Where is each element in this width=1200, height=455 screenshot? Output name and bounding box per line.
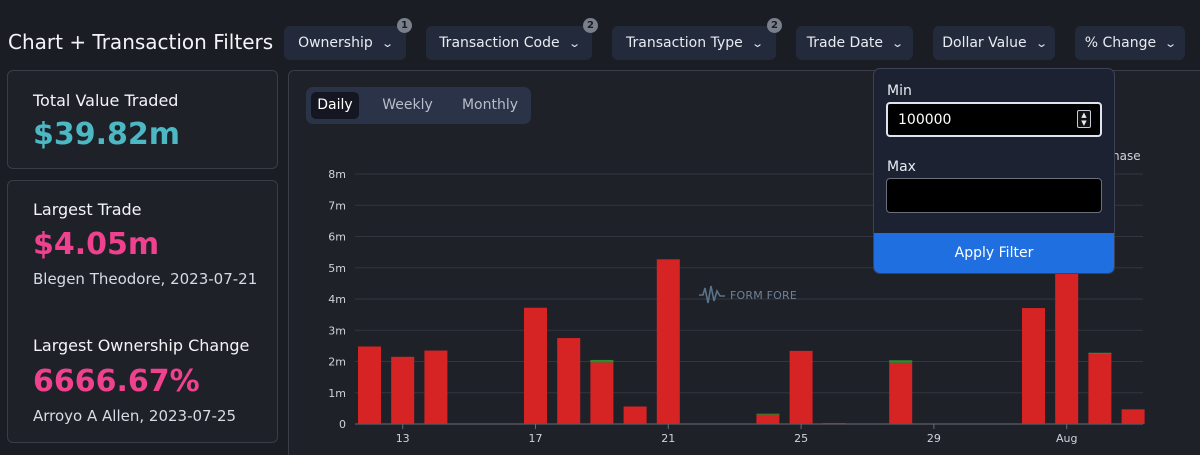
sale-bar bbox=[1088, 354, 1112, 424]
dollar-value-filter-button[interactable]: Dollar Value ⌄ bbox=[933, 26, 1055, 60]
min-label: Min bbox=[887, 83, 912, 99]
purchase-bar bbox=[1088, 352, 1112, 354]
filter-label: Dollar Value bbox=[942, 35, 1027, 51]
largest-ownership-detail: Arroyo A Allen, 2023-07-25 bbox=[33, 407, 237, 425]
x-tick-label: 21 bbox=[661, 432, 675, 445]
ownership-filter-button[interactable]: Ownership ⌄ 1 bbox=[284, 18, 412, 60]
total-value-amount: $39.82m bbox=[33, 117, 181, 152]
filter-count-badge: 2 bbox=[583, 18, 598, 33]
filter-label: Ownership bbox=[298, 35, 373, 51]
filter-count-badge: 2 bbox=[767, 18, 782, 33]
sale-bar bbox=[756, 414, 780, 424]
page-title: Chart + Transaction Filters bbox=[8, 30, 274, 54]
total-value-label: Total Value Traded bbox=[33, 91, 179, 110]
sale-bar bbox=[358, 346, 381, 424]
sale-bar bbox=[623, 406, 647, 424]
purchase-bar bbox=[590, 359, 614, 363]
total-value-card: Total Value Traded $39.82m bbox=[7, 70, 278, 169]
x-tick-label: 25 bbox=[794, 432, 808, 445]
watermark-text: FORM FORE bbox=[730, 288, 797, 302]
apply-filter-button[interactable]: Apply Filter bbox=[874, 233, 1114, 273]
chevron-down-icon: ⌄ bbox=[567, 36, 581, 50]
x-tick-label: 17 bbox=[529, 432, 543, 445]
sale-bar bbox=[1055, 274, 1079, 424]
y-tick-label: 6m bbox=[328, 231, 346, 244]
period-weekly-tab[interactable]: Weekly bbox=[382, 97, 433, 113]
x-tick-label: Aug bbox=[1056, 432, 1077, 445]
sale-bar bbox=[822, 423, 846, 425]
sale-bar bbox=[1022, 308, 1045, 424]
chevron-down-icon: ⌄ bbox=[891, 36, 905, 50]
y-tick-label: 5m bbox=[328, 262, 346, 275]
largest-trade-detail: Blegen Theodore, 2023-07-21 bbox=[33, 270, 258, 288]
filter-label: Transaction Code bbox=[439, 35, 560, 51]
chevron-down-icon: ⌄ bbox=[1164, 36, 1178, 50]
percent-change-filter-button[interactable]: % Change ⌄ bbox=[1075, 26, 1185, 60]
y-tick-label: 0 bbox=[339, 418, 346, 431]
filter-count-badge: 1 bbox=[397, 18, 412, 33]
sale-bar bbox=[656, 259, 680, 424]
y-tick-label: 3m bbox=[328, 324, 346, 337]
transaction-type-filter-button[interactable]: Transaction Type ⌄ 2 bbox=[612, 18, 782, 60]
largest-ownership-amount: 6666.67% bbox=[33, 364, 200, 399]
sale-bar bbox=[889, 362, 913, 424]
purchase-bar bbox=[889, 360, 913, 363]
trade-date-filter-button[interactable]: Trade Date ⌄ bbox=[796, 26, 913, 60]
min-value-input[interactable] bbox=[886, 102, 1102, 137]
sale-bar bbox=[789, 350, 813, 424]
largest-ownership-label: Largest Ownership Change bbox=[33, 336, 250, 355]
y-tick-label: 2m bbox=[328, 356, 346, 369]
sale-bar bbox=[1121, 409, 1145, 424]
watermark: FORM FORE bbox=[698, 283, 797, 307]
form-fore-logo-icon bbox=[699, 285, 725, 304]
legend-purchase-label: hase bbox=[1112, 149, 1141, 163]
chevron-down-icon: ⌄ bbox=[380, 36, 394, 50]
purchase-bar bbox=[756, 413, 780, 415]
y-tick-label: 1m bbox=[328, 387, 346, 400]
filter-label: Trade Date bbox=[806, 35, 884, 51]
transaction-code-filter-button[interactable]: Transaction Code ⌄ 2 bbox=[426, 18, 598, 60]
largest-stats-card: Largest Trade $4.05m Blegen Theodore, 20… bbox=[7, 180, 278, 443]
largest-trade-label: Largest Trade bbox=[33, 200, 142, 219]
sale-bar bbox=[424, 350, 448, 424]
spinner-arrows-icon[interactable]: ▲ ▼ bbox=[1077, 110, 1091, 128]
sale-bar bbox=[590, 362, 614, 424]
sale-bar bbox=[524, 307, 547, 424]
dollar-value-dropdown: Min ▲▼ Max Apply Filter bbox=[873, 68, 1115, 274]
y-tick-label: 7m bbox=[328, 199, 346, 212]
filter-label: Transaction Type bbox=[626, 35, 743, 51]
sale-bar bbox=[391, 356, 415, 424]
max-label: Max bbox=[887, 159, 916, 175]
x-tick-label: 29 bbox=[927, 432, 941, 445]
period-toggle: Daily Weekly Monthly bbox=[306, 87, 531, 124]
y-tick-label: 8m bbox=[328, 168, 346, 181]
sale-bar bbox=[557, 338, 581, 424]
y-tick-label: 4m bbox=[328, 293, 346, 306]
chevron-down-icon: ⌄ bbox=[750, 36, 764, 50]
largest-trade-amount: $4.05m bbox=[33, 227, 160, 262]
max-value-input[interactable] bbox=[886, 178, 1102, 213]
filter-label: % Change bbox=[1084, 35, 1157, 51]
period-monthly-tab[interactable]: Monthly bbox=[461, 97, 519, 113]
x-tick-label: 13 bbox=[396, 432, 410, 445]
period-daily-tab[interactable]: Daily bbox=[311, 92, 359, 119]
chevron-down-icon: ⌄ bbox=[1034, 36, 1048, 50]
